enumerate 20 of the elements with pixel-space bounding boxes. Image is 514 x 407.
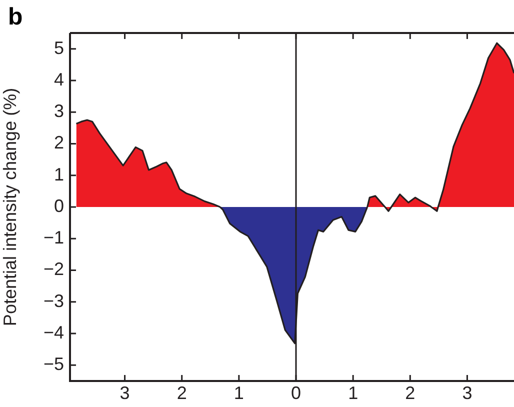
y-tick-label: −5 (43, 354, 64, 374)
x-tick-label: 2 (176, 382, 187, 403)
y-tick-label: 4 (54, 69, 64, 90)
y-tick-label: −3 (43, 290, 64, 311)
x-tick-label: 1 (348, 382, 358, 403)
y-tick-label: 1 (54, 164, 64, 184)
x-tick-label: 3 (120, 382, 130, 403)
y-tick-label: −2 (43, 259, 64, 280)
x-tick-label: 0 (290, 382, 302, 403)
y-tick-label: 2 (54, 132, 64, 153)
y-tick-label: 3 (54, 101, 64, 122)
y-tick-label: −1 (43, 228, 64, 248)
x-tick-label: 1 (234, 382, 244, 403)
y-tick-label: 5 (54, 38, 64, 58)
x-tick-label: 2 (405, 382, 416, 403)
text: b (8, 4, 23, 31)
y-axis-title: Potential intensity change (%) (0, 88, 20, 326)
y-tick-label: 0 (54, 196, 64, 216)
x-tick-label: 3 (462, 382, 472, 403)
y-tick-label: −4 (43, 322, 64, 343)
